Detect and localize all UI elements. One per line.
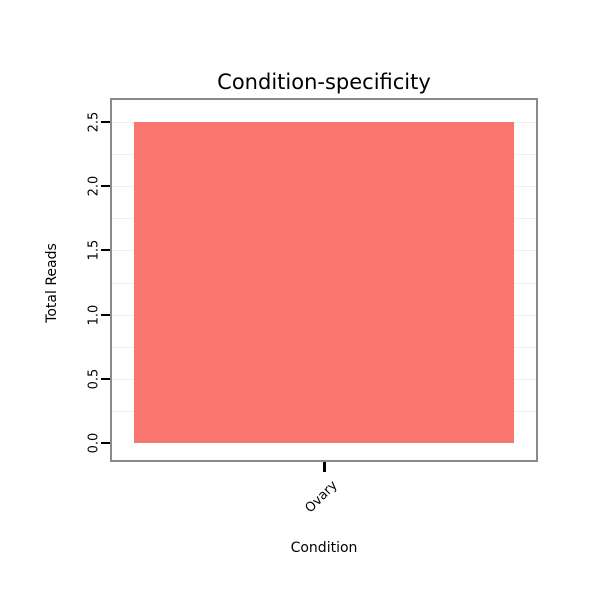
- bars-layer: [112, 100, 536, 460]
- y-tick-label: 1.0: [86, 304, 102, 325]
- y-tick-mark: [101, 442, 110, 444]
- gridlines-layer: [112, 100, 536, 460]
- chart-title: Condition-specificity: [217, 70, 431, 94]
- y-tick-mark: [101, 377, 110, 380]
- y-tick-mark: [101, 249, 110, 252]
- x-tick-label: Ovary: [302, 478, 341, 517]
- gridline: [112, 154, 536, 156]
- gridline: [112, 410, 536, 412]
- gridline: [112, 346, 536, 348]
- y-tick-label: 2.0: [86, 175, 102, 197]
- gridline: [112, 314, 536, 316]
- y-axis-label: Total Reads: [44, 243, 60, 323]
- y-tick-label: 2.5: [86, 111, 102, 133]
- gridline: [112, 282, 536, 284]
- y-tick-mark: [101, 313, 110, 316]
- gridline: [112, 186, 536, 188]
- bar-ovary: [134, 122, 514, 443]
- y-tick-mark: [101, 185, 110, 188]
- y-tick-mark: [101, 121, 110, 123]
- x-tick-mark: [322, 462, 326, 472]
- gridline: [112, 218, 536, 220]
- gridline: [112, 378, 536, 380]
- y-tick-label: 0.0: [86, 432, 102, 454]
- plot-panel: [110, 98, 538, 462]
- x-axis-label: Condition: [290, 540, 358, 556]
- y-tick-label: 1.5: [86, 240, 102, 261]
- y-tick-label: 0.5: [86, 368, 102, 390]
- gridline: [112, 122, 536, 123]
- gridline: [112, 250, 536, 252]
